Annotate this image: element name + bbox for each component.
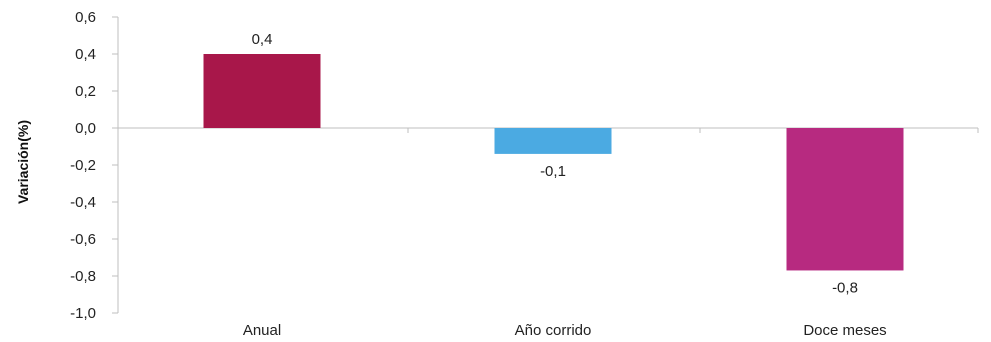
y-tick-label: -1,0: [70, 305, 96, 322]
y-tick-label: -0,2: [70, 157, 96, 174]
y-tick-label: 0,2: [75, 83, 96, 100]
bar-1: [203, 54, 321, 128]
data-label: -0,8: [832, 279, 858, 296]
y-axis-title: Variación(%): [15, 120, 31, 204]
y-tick-label: 0,6: [75, 9, 96, 26]
y-tick-label: 0,0: [75, 120, 96, 137]
y-axis: 0,6 0,4 0,2 0,0 -0,2 -0,4 -0,6 -0,8 -1,0: [70, 9, 119, 322]
bar-2: [494, 128, 612, 154]
data-label: -0,1: [540, 163, 566, 180]
category-label: Año corrido: [515, 322, 592, 339]
data-label: 0,4: [252, 31, 273, 48]
category-label: Anual: [243, 322, 281, 339]
y-tick-label: 0,4: [75, 46, 96, 63]
bar-3: [786, 128, 904, 271]
bars: [203, 54, 904, 271]
category-label: Doce meses: [803, 322, 886, 339]
data-labels: 0,4 -0,1 -0,8: [252, 31, 858, 296]
y-tick-label: -0,8: [70, 268, 96, 285]
y-tick-label: -0,6: [70, 231, 96, 248]
category-labels: Anual Año corrido Doce meses: [243, 322, 887, 339]
y-tick-label: -0,4: [70, 194, 96, 211]
